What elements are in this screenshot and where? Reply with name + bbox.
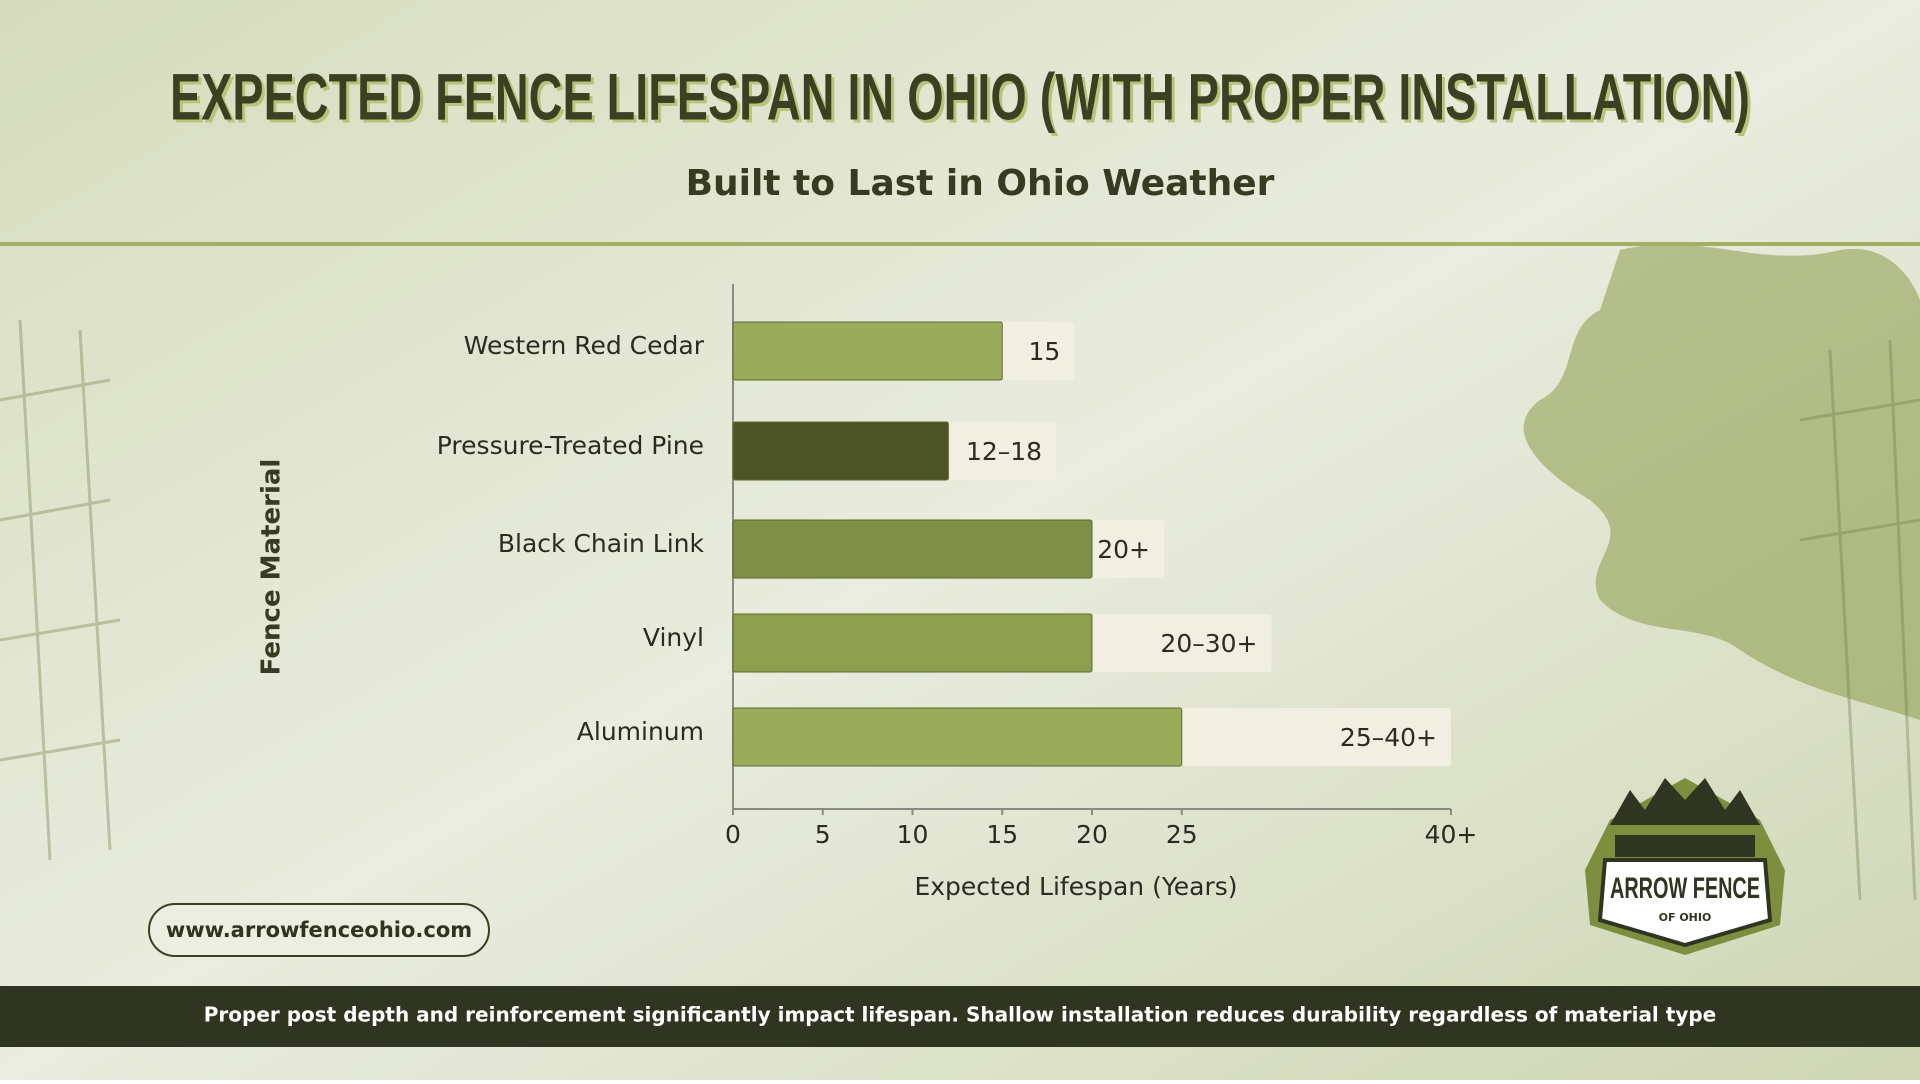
bar bbox=[732, 707, 1183, 767]
website[interactable]: www.arrowfenceohio.com bbox=[166, 918, 472, 942]
y-axis-label: Fence Material bbox=[257, 459, 287, 676]
logo-shield bbox=[1597, 858, 1773, 948]
value-label: 20–30+ bbox=[1160, 629, 1257, 658]
footnote: Proper post depth and reinforcement sign… bbox=[204, 1003, 1716, 1027]
chart-title: EXPECTED FENCE LIFESPAN IN OHIO (WITH PR… bbox=[170, 59, 1750, 133]
bar bbox=[732, 519, 1093, 579]
x-tick-label: 25 bbox=[1166, 820, 1198, 849]
y-tick-label: Western Red Cedar bbox=[464, 331, 705, 360]
logo-trees bbox=[1610, 778, 1760, 825]
y-tick-label: Pressure-Treated Pine bbox=[437, 431, 704, 460]
x-tick-label: 15 bbox=[986, 820, 1018, 849]
footer-bar bbox=[0, 986, 1920, 1047]
range-bar bbox=[948, 422, 1057, 480]
value-label: 25–40+ bbox=[1340, 723, 1437, 752]
x-axis-label: Expected Lifespan (Years) bbox=[914, 872, 1237, 901]
value-label: 20+ bbox=[1097, 535, 1150, 564]
lattice bbox=[0, 319, 1920, 901]
logo-fence bbox=[1615, 835, 1755, 857]
value-label: 12–18 bbox=[966, 437, 1042, 466]
logo: ARROW FENCE OF OHIO bbox=[1585, 778, 1785, 955]
label-box bbox=[1002, 322, 1075, 380]
range-bar bbox=[1181, 708, 1451, 766]
label-box bbox=[1092, 520, 1164, 578]
x-tick-label: 40+ bbox=[1425, 820, 1478, 849]
y-tick-label: Black Chain Link bbox=[498, 529, 705, 558]
range-bar bbox=[1092, 614, 1272, 672]
x-tick-label: 0 bbox=[725, 820, 741, 849]
bar bbox=[732, 321, 1003, 381]
value-label: 15 bbox=[1028, 337, 1060, 366]
x-tick-label: 10 bbox=[897, 820, 929, 849]
x-tick-label: 20 bbox=[1076, 820, 1108, 849]
logo-name: ARROW FENCE bbox=[1610, 872, 1760, 905]
chart-subtitle: Built to Last in Ohio Weather bbox=[686, 163, 1275, 204]
logo-tagline: OF OHIO bbox=[1659, 911, 1712, 924]
bar bbox=[732, 613, 1093, 673]
website-pill[interactable] bbox=[148, 903, 490, 957]
y-tick-label: Vinyl bbox=[643, 623, 704, 652]
y-tick-label: Aluminum bbox=[577, 717, 704, 746]
bar bbox=[732, 421, 949, 481]
paint-splash bbox=[1523, 244, 1920, 720]
x-tick-label: 5 bbox=[815, 820, 831, 849]
